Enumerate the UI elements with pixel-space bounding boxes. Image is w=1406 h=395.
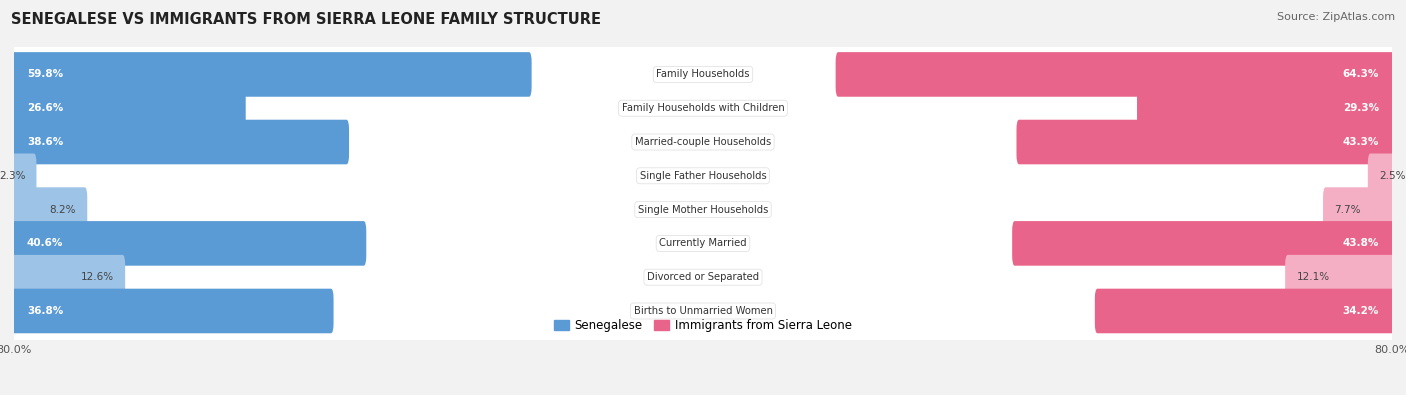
Text: 26.6%: 26.6% <box>27 103 63 113</box>
Text: Births to Unmarried Women: Births to Unmarried Women <box>634 306 772 316</box>
FancyBboxPatch shape <box>11 255 125 299</box>
FancyBboxPatch shape <box>1017 120 1395 164</box>
Text: 8.2%: 8.2% <box>49 205 76 214</box>
FancyBboxPatch shape <box>11 154 37 198</box>
FancyBboxPatch shape <box>11 52 531 97</box>
Text: 12.6%: 12.6% <box>80 272 114 282</box>
FancyBboxPatch shape <box>1137 86 1395 130</box>
Text: SENEGALESE VS IMMIGRANTS FROM SIERRA LEONE FAMILY STRUCTURE: SENEGALESE VS IMMIGRANTS FROM SIERRA LEO… <box>11 12 602 27</box>
FancyBboxPatch shape <box>10 178 1396 241</box>
Text: 36.8%: 36.8% <box>27 306 63 316</box>
FancyBboxPatch shape <box>10 212 1396 275</box>
Text: 29.3%: 29.3% <box>1343 103 1379 113</box>
FancyBboxPatch shape <box>10 110 1396 174</box>
Text: 40.6%: 40.6% <box>27 239 63 248</box>
FancyBboxPatch shape <box>10 245 1396 309</box>
FancyBboxPatch shape <box>10 144 1396 208</box>
Text: 7.7%: 7.7% <box>1334 205 1361 214</box>
Text: 2.3%: 2.3% <box>0 171 25 181</box>
FancyBboxPatch shape <box>835 52 1395 97</box>
Text: Family Households: Family Households <box>657 70 749 79</box>
Text: Divorced or Separated: Divorced or Separated <box>647 272 759 282</box>
FancyBboxPatch shape <box>1368 154 1395 198</box>
FancyBboxPatch shape <box>10 77 1396 140</box>
Text: Married-couple Households: Married-couple Households <box>636 137 770 147</box>
Text: Single Father Households: Single Father Households <box>640 171 766 181</box>
Text: 64.3%: 64.3% <box>1343 70 1379 79</box>
Text: 38.6%: 38.6% <box>27 137 63 147</box>
FancyBboxPatch shape <box>10 43 1396 106</box>
Text: 12.1%: 12.1% <box>1296 272 1330 282</box>
FancyBboxPatch shape <box>11 187 87 232</box>
FancyBboxPatch shape <box>1012 221 1395 266</box>
Legend: Senegalese, Immigrants from Sierra Leone: Senegalese, Immigrants from Sierra Leone <box>550 314 856 337</box>
Text: Source: ZipAtlas.com: Source: ZipAtlas.com <box>1277 12 1395 22</box>
Text: 59.8%: 59.8% <box>27 70 63 79</box>
FancyBboxPatch shape <box>1095 289 1395 333</box>
Text: Single Mother Households: Single Mother Households <box>638 205 768 214</box>
FancyBboxPatch shape <box>11 120 349 164</box>
FancyBboxPatch shape <box>11 86 246 130</box>
FancyBboxPatch shape <box>11 289 333 333</box>
FancyBboxPatch shape <box>1285 255 1395 299</box>
FancyBboxPatch shape <box>1323 187 1395 232</box>
Text: 34.2%: 34.2% <box>1343 306 1379 316</box>
FancyBboxPatch shape <box>11 221 367 266</box>
Text: 43.3%: 43.3% <box>1343 137 1379 147</box>
Text: 2.5%: 2.5% <box>1379 171 1406 181</box>
Text: 43.8%: 43.8% <box>1343 239 1379 248</box>
Text: Family Households with Children: Family Households with Children <box>621 103 785 113</box>
Text: Currently Married: Currently Married <box>659 239 747 248</box>
FancyBboxPatch shape <box>10 279 1396 343</box>
